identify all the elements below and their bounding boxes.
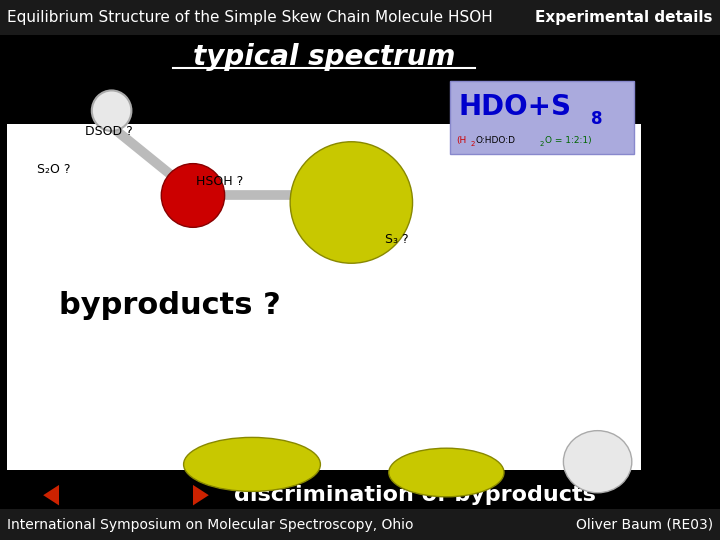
Text: O:HDO:D: O:HDO:D	[476, 136, 516, 145]
Text: discrimination of byproducts: discrimination of byproducts	[234, 485, 596, 505]
Ellipse shape	[161, 164, 225, 227]
Ellipse shape	[389, 448, 504, 497]
FancyBboxPatch shape	[0, 509, 720, 540]
Text: 2: 2	[470, 140, 474, 147]
Text: 8: 8	[591, 110, 603, 128]
Text: DSOD ?: DSOD ?	[85, 125, 132, 138]
Text: byproducts ?: byproducts ?	[59, 291, 281, 320]
Text: 2: 2	[539, 140, 544, 147]
Text: Equilibrium Structure of the Simple Skew Chain Molecule HSOH: Equilibrium Structure of the Simple Skew…	[7, 10, 493, 25]
Text: O = 1:2:1): O = 1:2:1)	[545, 136, 592, 145]
FancyBboxPatch shape	[0, 0, 720, 35]
Text: Oliver Baum (RE03): Oliver Baum (RE03)	[576, 518, 713, 532]
Text: HDO+S: HDO+S	[459, 93, 572, 122]
Text: S₂O ?: S₂O ?	[37, 163, 71, 176]
Ellipse shape	[92, 90, 132, 131]
FancyBboxPatch shape	[450, 81, 634, 154]
Text: HSOH ?: HSOH ?	[196, 176, 243, 188]
Text: Experimental details: Experimental details	[535, 10, 713, 25]
Text: typical spectrum: typical spectrum	[193, 43, 455, 71]
Text: S₃ ?: S₃ ?	[385, 233, 409, 246]
Text: (H: (H	[456, 136, 466, 145]
Polygon shape	[59, 489, 193, 501]
Ellipse shape	[184, 437, 320, 491]
Ellipse shape	[563, 431, 632, 492]
Text: SO₂ ?: SO₂ ?	[377, 92, 410, 105]
Text: HSOD ?: HSOD ?	[253, 109, 301, 122]
Polygon shape	[43, 485, 209, 505]
FancyBboxPatch shape	[7, 124, 641, 470]
Text: International Symposium on Molecular Spectroscopy, Ohio: International Symposium on Molecular Spe…	[7, 518, 414, 532]
Ellipse shape	[290, 141, 413, 263]
